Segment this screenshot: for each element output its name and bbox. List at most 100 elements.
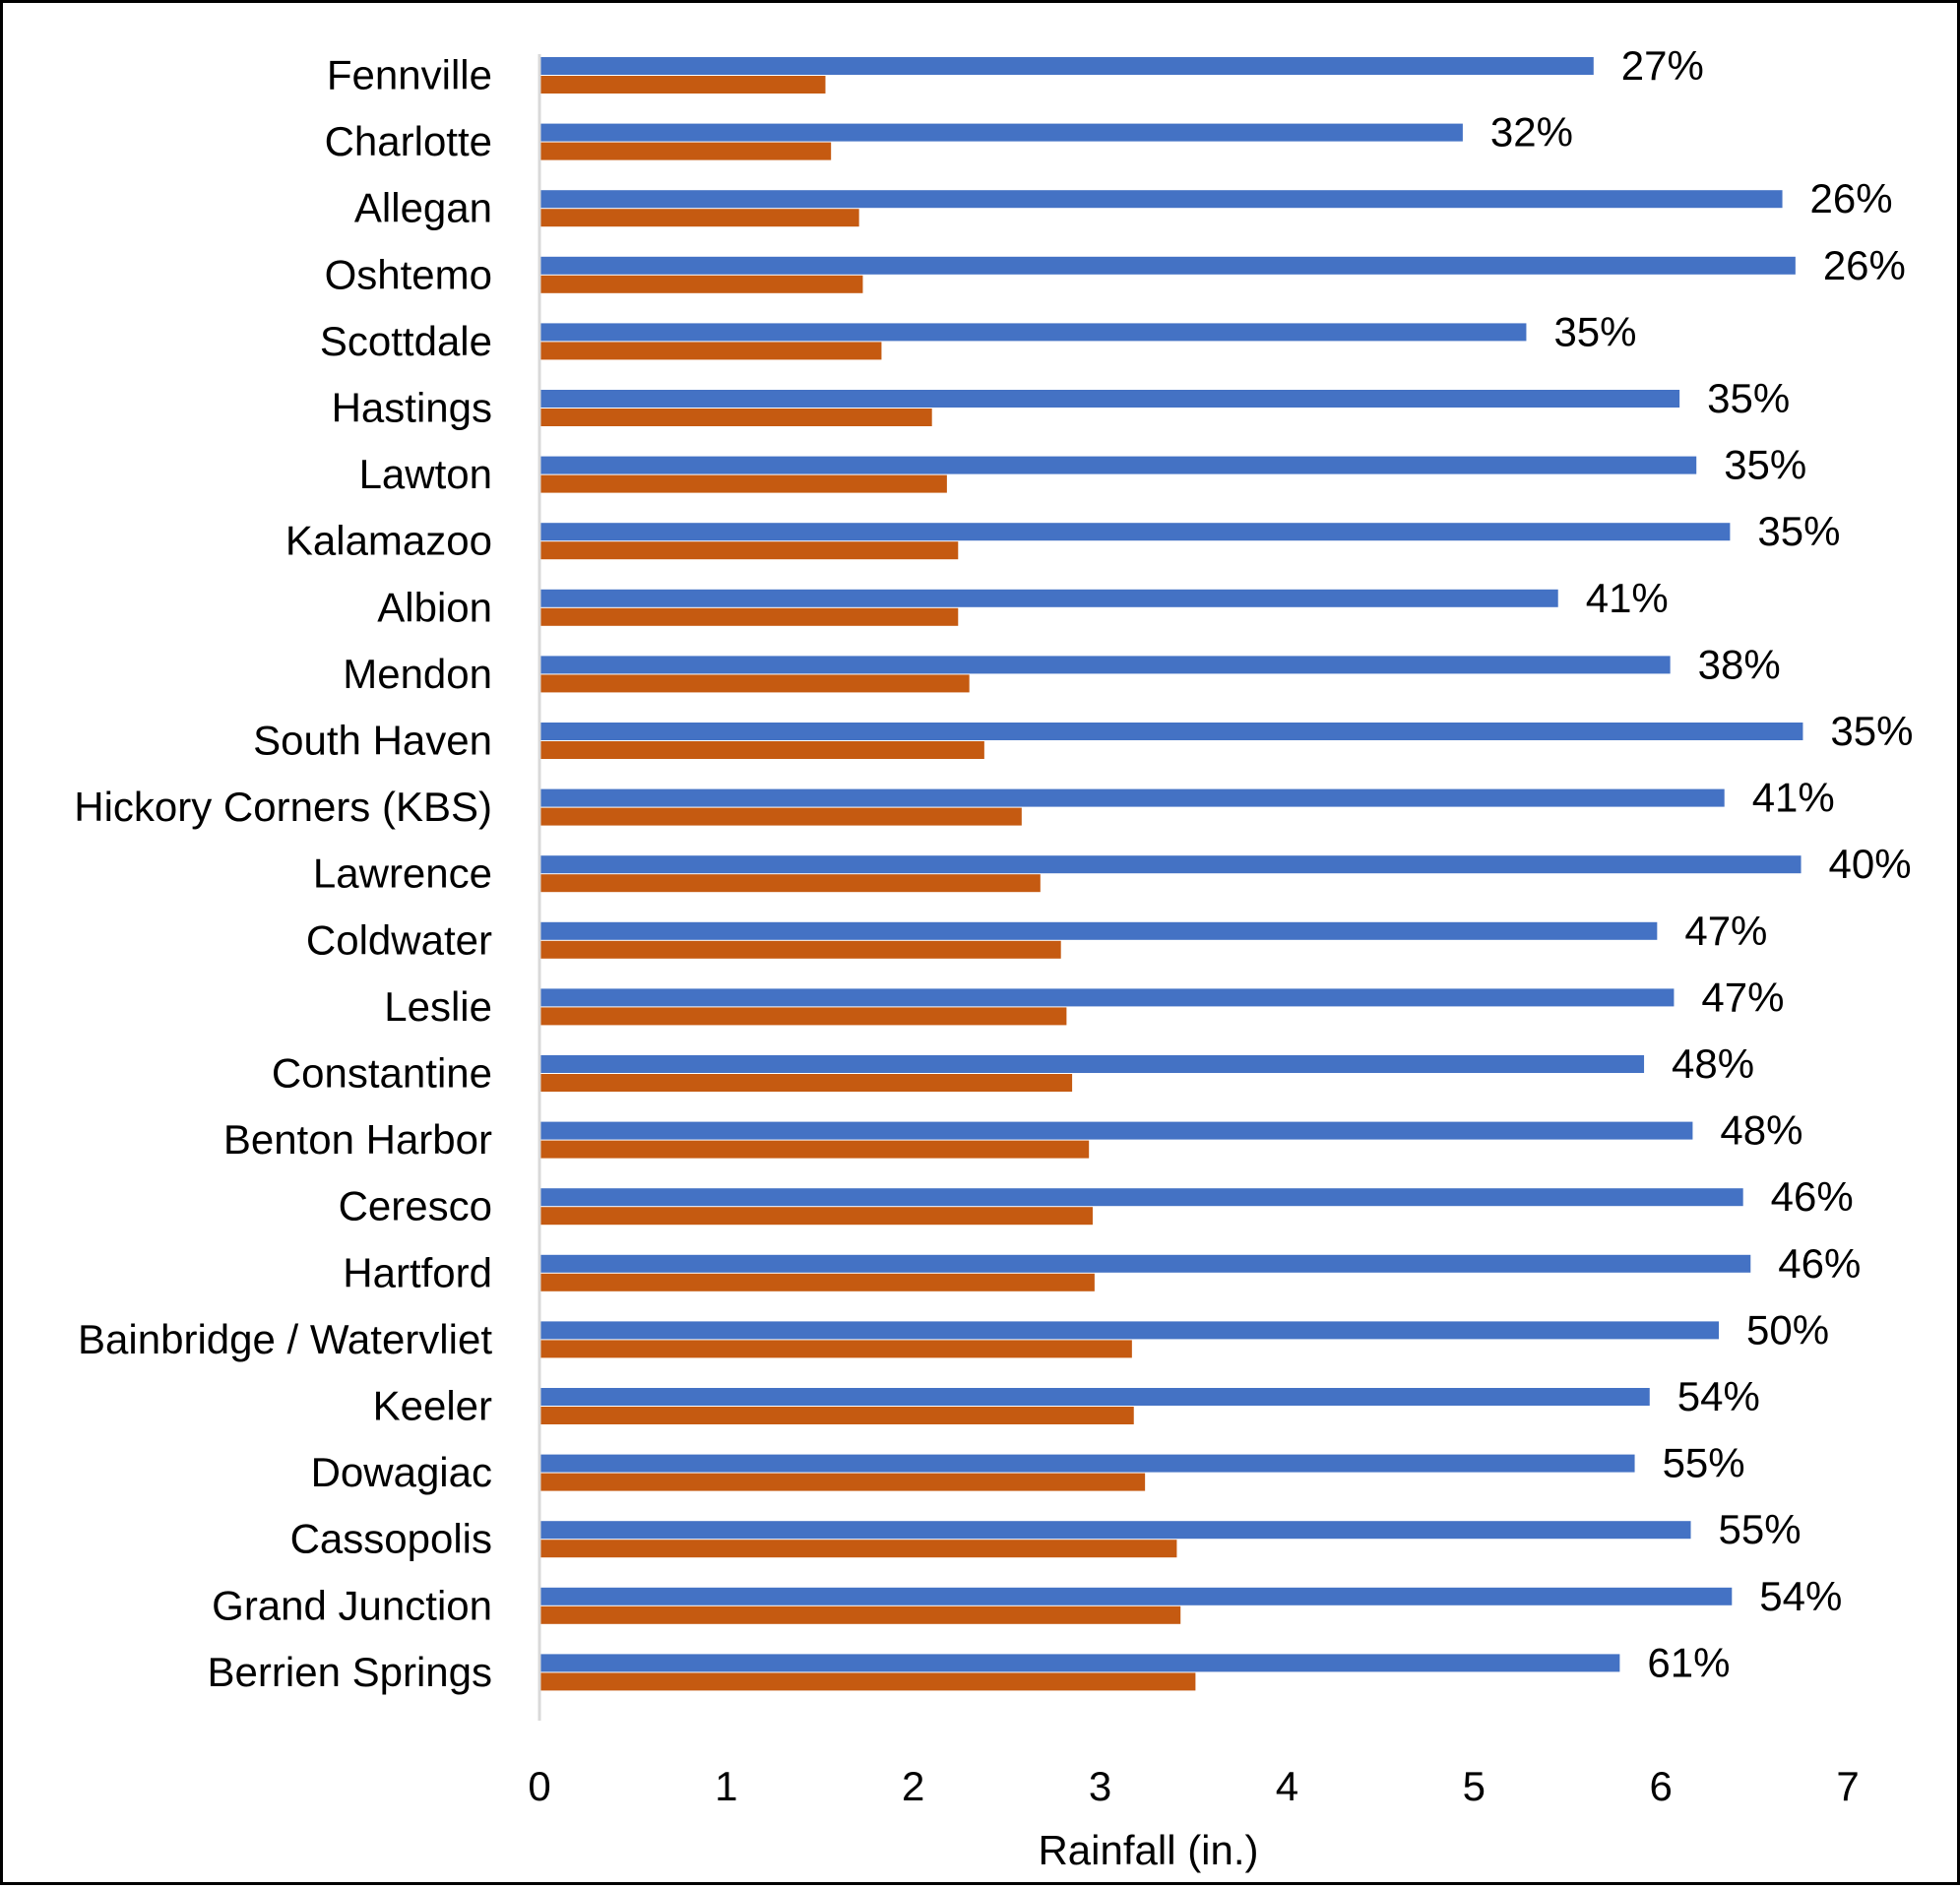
- data-label: 48%: [1720, 1107, 1802, 1154]
- category-label: Grand Junction: [212, 1582, 492, 1628]
- bar-series-1: [539, 723, 1803, 740]
- bar-series-1: [539, 1454, 1635, 1473]
- bar-series-1: [539, 656, 1671, 674]
- labels-layer: Fennville 27% Charlotte 32% Allegan 26% Oshtem…: [74, 42, 1913, 1695]
- category-label: Ceresco: [339, 1183, 492, 1229]
- data-label: 61%: [1647, 1639, 1730, 1685]
- data-label: 47%: [1701, 974, 1784, 1020]
- bar-series-2: [539, 1672, 1196, 1691]
- x-tick-label: 5: [1463, 1763, 1486, 1809]
- category-label: Albion: [377, 584, 492, 630]
- bar-series-2: [539, 76, 826, 94]
- bar-series-1: [539, 589, 1558, 607]
- data-label: 47%: [1684, 908, 1767, 954]
- x-tick-label: 1: [715, 1763, 737, 1809]
- bar-series-1: [539, 1254, 1751, 1273]
- bar-series-2: [539, 474, 947, 493]
- category-label: Constantine: [272, 1050, 492, 1097]
- category-label: Coldwater: [306, 916, 492, 963]
- bar-series-2: [539, 874, 1041, 893]
- bars-layer: [539, 57, 1803, 1691]
- bar-series-1: [539, 390, 1680, 408]
- bar-series-2: [539, 807, 1022, 826]
- category-label: Allegan: [354, 185, 492, 231]
- category-label: Charlotte: [325, 118, 492, 164]
- category-label: Cassopolis: [290, 1516, 492, 1562]
- bar-series-2: [539, 1340, 1132, 1358]
- bar-series-2: [539, 541, 959, 560]
- bar-series-2: [539, 1540, 1177, 1558]
- x-tick-label: 4: [1276, 1763, 1298, 1809]
- bar-series-1: [539, 323, 1527, 342]
- bar-series-2: [539, 1074, 1073, 1092]
- bar-series-1: [539, 1587, 1733, 1605]
- bar-series-2: [539, 142, 832, 160]
- data-label: 35%: [1707, 375, 1790, 421]
- data-label: 35%: [1724, 442, 1806, 488]
- x-axis-title: Rainfall (in.): [1038, 1827, 1258, 1873]
- category-label: Leslie: [384, 983, 492, 1030]
- category-label: Benton Harbor: [223, 1116, 492, 1163]
- x-tick-label: 0: [528, 1763, 550, 1809]
- category-label: Lawrence: [313, 850, 492, 897]
- data-label: 54%: [1759, 1573, 1842, 1619]
- category-label: Hastings: [332, 385, 492, 431]
- category-label: Scottdale: [320, 318, 492, 364]
- data-label: 41%: [1752, 775, 1835, 821]
- bar-series-1: [539, 1521, 1691, 1540]
- bar-series-1: [539, 855, 1802, 874]
- bar-series-1: [539, 1055, 1645, 1073]
- x-ticks-layer: 0 1 2 3 4 5 6 7: [528, 1763, 1859, 1809]
- bar-series-2: [539, 342, 882, 360]
- rainfall-bar-chart: Fennville 27% Charlotte 32% Allegan 26% Oshtem…: [74, 42, 1913, 1873]
- bar-series-2: [539, 1273, 1095, 1291]
- bar-series-1: [539, 456, 1697, 474]
- data-label: 27%: [1621, 42, 1704, 89]
- data-label: 40%: [1829, 841, 1912, 887]
- data-label: 26%: [1810, 175, 1893, 221]
- data-label: 50%: [1746, 1306, 1829, 1353]
- x-tick-label: 6: [1649, 1763, 1672, 1809]
- data-label: 41%: [1586, 575, 1669, 621]
- data-label: 54%: [1677, 1373, 1760, 1419]
- bar-series-1: [539, 190, 1783, 209]
- category-label: South Haven: [253, 718, 492, 764]
- bar-series-1: [539, 523, 1731, 541]
- bar-series-2: [539, 409, 932, 426]
- category-label: Dowagiac: [311, 1449, 492, 1495]
- data-label: 55%: [1719, 1506, 1802, 1552]
- category-label: Mendon: [343, 651, 492, 697]
- category-label: Kalamazoo: [285, 518, 492, 564]
- bar-series-2: [539, 209, 859, 227]
- category-label: Hartford: [343, 1249, 492, 1295]
- bar-series-1: [539, 988, 1675, 1007]
- data-label: 46%: [1778, 1240, 1861, 1287]
- category-label: Hickory Corners (KBS): [74, 784, 492, 830]
- bar-series-1: [539, 123, 1463, 142]
- data-label: 38%: [1698, 641, 1781, 687]
- bar-series-1: [539, 921, 1658, 940]
- data-label: 26%: [1823, 242, 1906, 288]
- bar-series-1: [539, 1388, 1650, 1406]
- data-label: 32%: [1490, 109, 1573, 156]
- bar-series-1: [539, 1654, 1620, 1672]
- bar-series-2: [539, 1140, 1090, 1159]
- bar-series-1: [539, 788, 1725, 807]
- category-label: Bainbridge / Watervliet: [78, 1316, 492, 1362]
- category-label: Berrien Springs: [208, 1649, 492, 1695]
- bar-series-1: [539, 1321, 1719, 1340]
- bar-series-1: [539, 1188, 1743, 1207]
- data-label: 35%: [1553, 308, 1636, 354]
- data-label: 35%: [1757, 508, 1840, 554]
- bar-series-2: [539, 940, 1061, 959]
- category-label: Fennville: [327, 52, 492, 98]
- bar-series-1: [539, 1121, 1693, 1140]
- category-label: Oshtemo: [325, 251, 492, 297]
- data-label: 35%: [1830, 708, 1913, 754]
- category-label: Lawton: [359, 451, 492, 497]
- data-label: 46%: [1771, 1173, 1854, 1220]
- bar-series-2: [539, 275, 863, 293]
- bar-series-2: [539, 674, 970, 693]
- bar-series-2: [539, 1407, 1134, 1424]
